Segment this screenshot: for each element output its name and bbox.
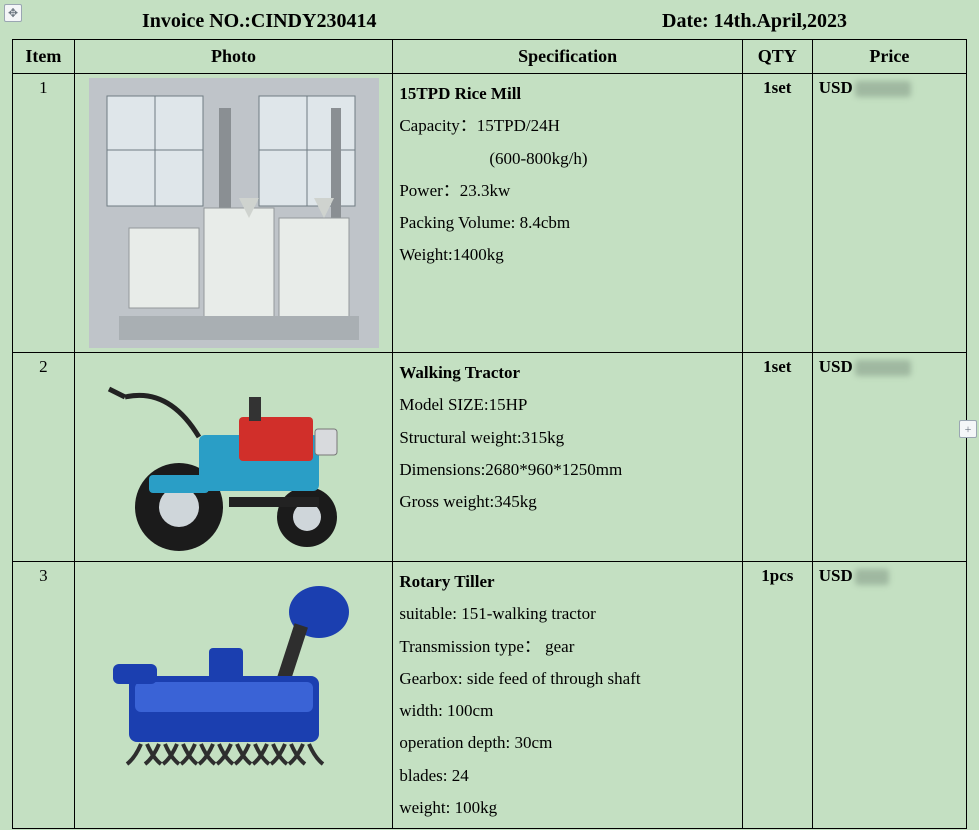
price-currency: USD <box>819 566 853 585</box>
col-item: Item <box>13 40 75 74</box>
spec-line: width: 100cm <box>399 695 736 727</box>
invoice-table: Item Photo Specification QTY Price 1 15T… <box>12 39 967 829</box>
item-number: 1 <box>13 74 75 353</box>
table-header-row: Item Photo Specification QTY Price <box>13 40 967 74</box>
spec-line: Packing Volume: 8.4cbm <box>399 207 736 239</box>
spec-line: Transmission type： gear <box>399 631 736 663</box>
qty-cell: 1pcs <box>742 562 812 829</box>
spec-line: Dimensions:2680*960*1250mm <box>399 454 736 486</box>
spec-line: operation depth: 30cm <box>399 727 736 759</box>
price-redacted <box>855 569 889 585</box>
date-value: 14th.April,2023 <box>714 10 847 32</box>
price-redacted <box>855 360 911 376</box>
invoice-label: Invoice NO.: <box>142 10 251 32</box>
date-label: Date: <box>662 10 714 32</box>
specification-cell: Walking TractorModel SIZE:15HPStructural… <box>393 353 743 562</box>
price-currency: USD <box>819 78 853 97</box>
table-row: 1 15TPD Rice MillCapacity：15TPD/24H(600-… <box>13 74 967 353</box>
spec-line: (600-800kg/h) <box>399 143 736 175</box>
qty-cell: 1set <box>742 353 812 562</box>
col-photo: Photo <box>74 40 393 74</box>
spec-title: Rotary Tiller <box>399 566 736 598</box>
table-row: 3 Rotary Till <box>13 562 967 829</box>
spec-line: weight: 100kg <box>399 792 736 824</box>
item-number: 3 <box>13 562 75 829</box>
spec-title: Walking Tractor <box>399 357 736 389</box>
col-qty: QTY <box>742 40 812 74</box>
spec-line: Gearbox: side feed of through shaft <box>399 663 736 695</box>
spec-line: Structural weight:315kg <box>399 422 736 454</box>
table-row: 2 Walking TractorModel SIZE:15HPStructur… <box>13 353 967 562</box>
invoice-number: CINDY230414 <box>251 10 377 32</box>
price-redacted <box>855 81 911 97</box>
spec-line: Gross weight:345kg <box>399 486 736 518</box>
move-handle-icon[interactable]: ✥ <box>4 4 22 22</box>
add-handle-icon[interactable]: + <box>959 420 977 438</box>
col-price: Price <box>812 40 966 74</box>
spec-line: Capacity：15TPD/24H <box>399 110 736 142</box>
col-spec: Specification <box>393 40 743 74</box>
specification-cell: 15TPD Rice MillCapacity：15TPD/24H(600-80… <box>393 74 743 353</box>
price-cell: USD <box>812 353 966 562</box>
price-cell: USD <box>812 74 966 353</box>
spec-line: blades: 24 <box>399 760 736 792</box>
spec-title: 15TPD Rice Mill <box>399 78 736 110</box>
item-number: 2 <box>13 353 75 562</box>
price-cell: USD <box>812 562 966 829</box>
specification-cell: Rotary Tillersuitable: 151-walking tract… <box>393 562 743 829</box>
walking-tractor-photo <box>74 353 393 562</box>
price-currency: USD <box>819 357 853 376</box>
invoice-header: Invoice NO.:CINDY230414 Date: 14th.April… <box>12 8 967 39</box>
rice-mill-photo <box>74 74 393 353</box>
spec-line: Model SIZE:15HP <box>399 389 736 421</box>
spec-line: Power：23.3kw <box>399 175 736 207</box>
qty-cell: 1set <box>742 74 812 353</box>
spec-line: Weight:1400kg <box>399 239 736 271</box>
spec-line: suitable: 151-walking tractor <box>399 598 736 630</box>
rotary-tiller-photo <box>74 562 393 829</box>
